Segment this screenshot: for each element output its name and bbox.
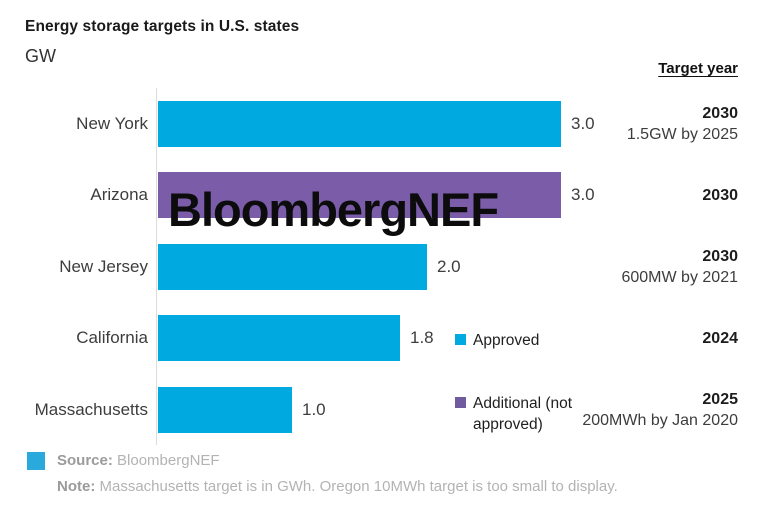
category-label: New Jersey [59, 256, 148, 276]
footer: Source: BloombergNEF Note: Massachusetts… [27, 452, 618, 504]
category-label: Arizona [90, 185, 148, 205]
chart-row-massachusetts: Massachusetts 1.0 2025 200MWh by Jan 202… [0, 374, 760, 446]
note-line: Note: Massachusetts target is in GWh. Or… [57, 478, 618, 495]
bar-value-label: 2.0 [437, 256, 461, 276]
legend-label: Additional (not approved) [473, 395, 573, 433]
note-value: Massachusetts target is in GWh. Oregon 1… [99, 478, 618, 495]
bar-value-label: 1.0 [302, 399, 326, 419]
chart-row-california: California 1.8 2024 [0, 303, 760, 375]
bar-new-york [158, 100, 561, 147]
bar-massachusetts [158, 386, 292, 433]
source-line: Source: BloombergNEF [57, 452, 618, 469]
brand-swatch-icon [27, 452, 45, 470]
source-value: BloombergNEF [117, 452, 220, 469]
bar-value-label: 3.0 [571, 185, 595, 205]
legend-label: Approved [473, 332, 540, 349]
target-year-cell: 2030 600MW by 2021 [621, 231, 738, 303]
legend-item-approved: Approved [455, 330, 605, 351]
target-year-column-header: Target year [658, 60, 738, 77]
category-label: California [76, 328, 148, 348]
legend-item-additional: Additional (not approved) [455, 393, 605, 435]
axis-unit-label: GW [25, 46, 56, 66]
bar-value-label: 3.0 [571, 113, 595, 133]
target-year-note: 200MWh by Jan 2020 [582, 411, 738, 429]
target-year-value: 2030 [702, 186, 738, 204]
target-year-cell: 2024 [702, 303, 738, 375]
target-year-value: 2024 [702, 329, 738, 347]
note-label: Note: [57, 478, 96, 495]
source-label: Source: [57, 452, 113, 469]
target-year-value: 2030 [702, 247, 738, 265]
chart-title: Energy storage targets in U.S. states [25, 18, 300, 35]
target-year-note: 600MW by 2021 [621, 268, 738, 286]
bar-chart: New York 3.0 2030 1.5GW by 2025 Arizona … [0, 88, 760, 446]
chart-row-arizona: Arizona 3.0 2030 [0, 160, 760, 232]
target-year-cell: 2030 1.5GW by 2025 [627, 88, 738, 160]
y-axis-line [156, 88, 157, 445]
target-year-value: 2025 [702, 390, 738, 408]
footer-text: Source: BloombergNEF Note: Massachusetts… [57, 452, 618, 504]
bar-new-jersey [158, 243, 427, 290]
additional-swatch-icon [455, 397, 466, 408]
chart-row-new-york: New York 3.0 2030 1.5GW by 2025 [0, 88, 760, 160]
category-label: New York [76, 113, 148, 133]
bar-arizona [158, 172, 561, 218]
target-year-note: 1.5GW by 2025 [626, 125, 738, 143]
bar-california [158, 315, 400, 361]
category-label: Massachusetts [34, 399, 148, 419]
approved-swatch-icon [455, 334, 466, 345]
target-year-cell: 2025 200MWh by Jan 2020 [582, 374, 738, 446]
chart-row-new-jersey: New Jersey 2.0 2030 600MW by 2021 [0, 231, 760, 303]
target-year-cell: 2030 [702, 160, 738, 232]
target-year-value: 2030 [702, 104, 738, 122]
legend: Approved Additional (not approved) [455, 330, 605, 477]
bar-value-label: 1.8 [410, 328, 434, 348]
